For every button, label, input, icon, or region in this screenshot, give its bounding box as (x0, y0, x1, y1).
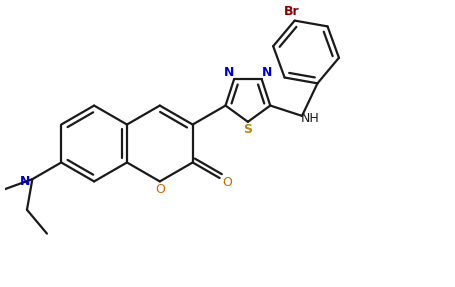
Text: N: N (20, 175, 30, 188)
Text: N: N (261, 66, 272, 79)
Text: Br: Br (283, 5, 298, 18)
Text: NH: NH (300, 112, 319, 125)
Text: O: O (155, 183, 164, 195)
Text: O: O (222, 176, 232, 189)
Text: S: S (243, 123, 252, 136)
Text: N: N (223, 66, 233, 79)
